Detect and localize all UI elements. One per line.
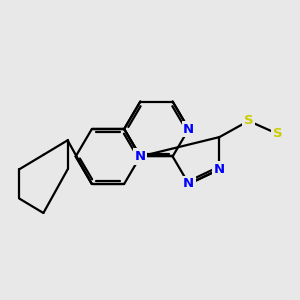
Text: N: N bbox=[135, 150, 146, 163]
Text: N: N bbox=[183, 122, 194, 136]
Text: S: S bbox=[244, 114, 253, 128]
Text: N: N bbox=[214, 163, 225, 176]
Text: N: N bbox=[183, 177, 194, 190]
Text: S: S bbox=[273, 127, 282, 140]
